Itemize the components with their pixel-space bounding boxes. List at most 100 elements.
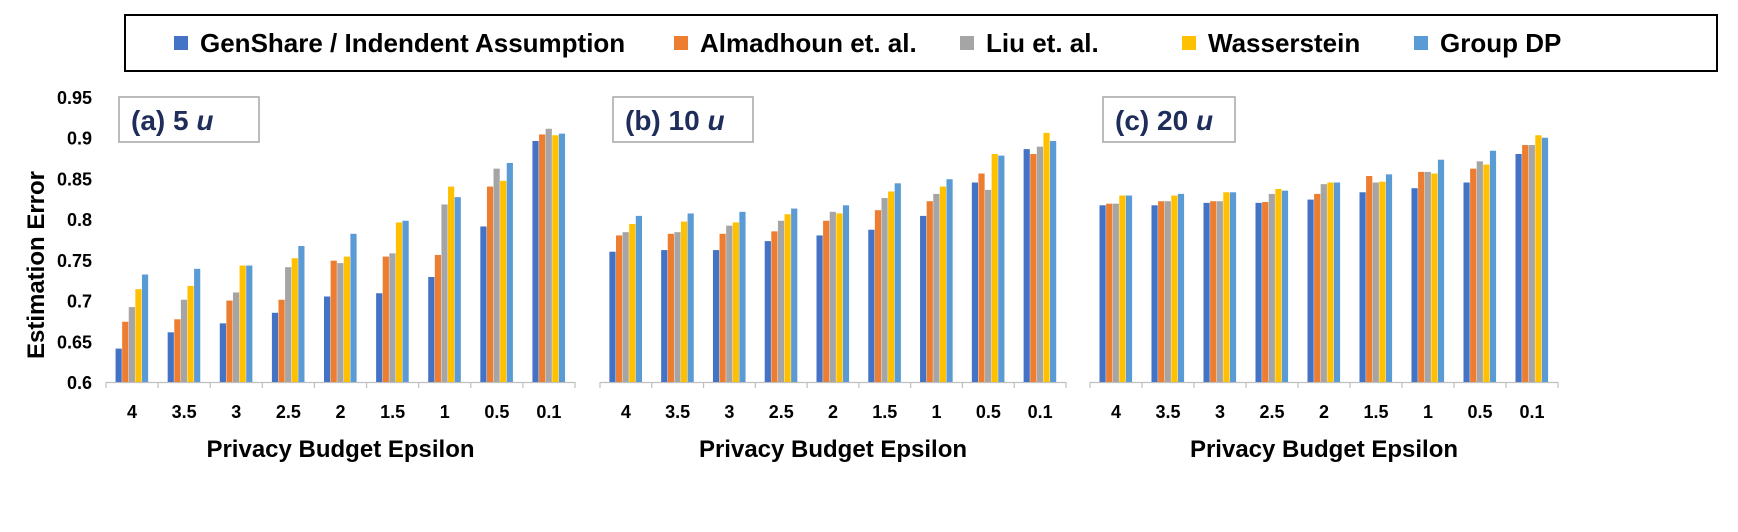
x-tick-label: 1.5	[872, 402, 897, 422]
y-tick-label: 0.85	[57, 169, 92, 189]
bar	[558, 133, 566, 382]
bar	[480, 226, 487, 382]
bar	[991, 154, 998, 382]
bar	[615, 235, 623, 382]
x-tick-label: 3.5	[172, 402, 197, 422]
legend-swatch	[960, 36, 974, 50]
bar	[1223, 192, 1230, 382]
bar	[428, 276, 435, 382]
bar	[732, 222, 739, 382]
bar	[881, 197, 888, 382]
x-axis-title: Privacy Budget Epsilon	[206, 436, 474, 463]
bar	[1379, 181, 1386, 382]
legend-item: Group DP	[1414, 16, 1561, 70]
bar	[246, 265, 253, 382]
bar	[389, 253, 396, 382]
bar	[324, 296, 331, 382]
x-tick-label: 0.5	[1467, 402, 1492, 422]
x-tick-label: 1	[440, 402, 450, 422]
y-tick-label: 0.9	[67, 129, 92, 149]
bar	[500, 180, 507, 382]
legend-label: Liu et. al.	[986, 27, 1099, 58]
bar	[719, 233, 726, 382]
panel-title-box	[118, 96, 260, 143]
bar	[285, 267, 292, 382]
bar	[122, 321, 129, 382]
bar	[1424, 171, 1431, 382]
x-tick-label: 3	[1215, 402, 1225, 422]
bar	[506, 162, 513, 382]
bar	[402, 220, 409, 382]
bar	[1119, 195, 1126, 382]
bar	[1050, 140, 1057, 382]
bar	[441, 204, 448, 382]
y-tick-label: 0.8	[67, 210, 92, 230]
x-tick-label: 1	[1423, 402, 1433, 422]
x-tick-label: 0.1	[1028, 402, 1053, 422]
bar	[187, 285, 194, 382]
bar	[784, 214, 791, 382]
bar	[1528, 145, 1535, 382]
bar	[1043, 132, 1050, 382]
bar	[486, 186, 494, 382]
x-tick-label: 2	[335, 402, 345, 422]
legend-swatch	[674, 36, 688, 50]
bar	[1431, 173, 1438, 382]
bar	[635, 215, 642, 382]
bar	[1359, 192, 1366, 382]
bar	[382, 256, 389, 382]
bar	[998, 155, 1005, 382]
panel-title: (a) 5 u	[131, 105, 213, 136]
x-tick-label: 2.5	[276, 402, 301, 422]
bar	[1320, 184, 1327, 382]
bar	[1411, 188, 1418, 382]
x-axis-title: Privacy Budget Epsilon	[699, 436, 967, 463]
legend-item: Liu et. al.	[960, 16, 1099, 70]
bar	[939, 186, 947, 382]
bar	[1437, 159, 1445, 382]
bar	[823, 220, 830, 382]
bar	[271, 312, 279, 382]
bar	[1030, 154, 1037, 382]
bar	[545, 128, 552, 382]
x-tick-label: 2	[1319, 402, 1329, 422]
legend-label: Wasserstein	[1208, 27, 1361, 58]
bar	[868, 229, 875, 382]
bar	[609, 251, 616, 382]
x-tick-label: 4	[127, 402, 137, 422]
bar	[739, 211, 746, 382]
bar	[1171, 195, 1178, 382]
x-tick-label: 2	[828, 402, 838, 422]
legend-swatch	[1182, 36, 1196, 50]
y-tick-label: 0.65	[57, 332, 92, 352]
bar	[1125, 195, 1133, 382]
bar	[1023, 149, 1030, 382]
x-tick-label: 3.5	[1155, 402, 1180, 422]
bar	[291, 258, 298, 382]
x-tick-label: 1	[932, 402, 942, 422]
bar	[1541, 137, 1549, 382]
bar	[1099, 205, 1106, 382]
bar	[829, 211, 836, 382]
legend-swatch	[174, 36, 188, 50]
x-tick-label: 0.1	[536, 402, 561, 422]
bar	[278, 299, 285, 382]
bar	[920, 215, 927, 382]
bar	[1210, 201, 1217, 382]
bar	[1515, 154, 1522, 382]
bar	[926, 201, 933, 382]
bar	[1418, 171, 1425, 382]
panel-title-box	[612, 96, 754, 143]
bar	[1275, 189, 1282, 382]
bar	[194, 268, 201, 382]
bar	[985, 189, 992, 382]
bar	[1489, 150, 1497, 382]
bar	[1106, 203, 1113, 382]
y-tick-label: 0.7	[67, 292, 92, 312]
bar	[1158, 201, 1165, 382]
bar	[1483, 164, 1490, 382]
legend-label: GenShare / Indendent Assumption	[200, 27, 626, 58]
bar	[539, 134, 546, 382]
bar	[888, 191, 895, 382]
